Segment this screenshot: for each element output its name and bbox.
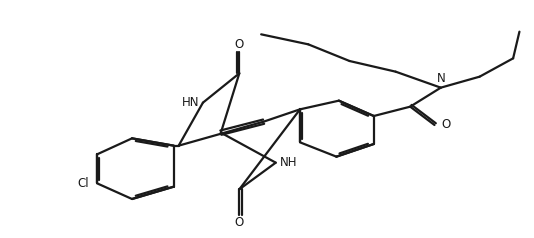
Text: O: O bbox=[442, 119, 451, 132]
Text: N: N bbox=[436, 72, 445, 85]
Text: Cl: Cl bbox=[77, 177, 89, 190]
Text: O: O bbox=[235, 216, 244, 229]
Text: O: O bbox=[235, 38, 244, 51]
Text: NH: NH bbox=[280, 156, 297, 169]
Text: HN: HN bbox=[182, 96, 199, 109]
